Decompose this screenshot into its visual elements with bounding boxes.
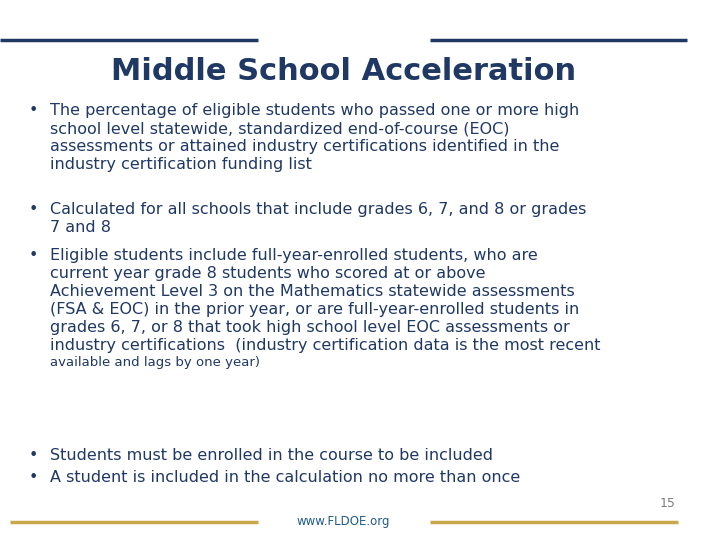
Text: assessments or attained industry certifications identified in the: assessments or attained industry certifi… (50, 139, 559, 154)
Text: current year grade 8 students who scored at or above: current year grade 8 students who scored… (50, 266, 485, 281)
Text: Achievement Level 3 on the Mathematics statewide assessments: Achievement Level 3 on the Mathematics s… (50, 284, 575, 299)
Text: •: • (29, 103, 38, 118)
Text: A student is included in the calculation no more than once: A student is included in the calculation… (50, 470, 520, 485)
Text: 15: 15 (660, 497, 676, 510)
Text: •: • (29, 248, 38, 263)
Text: Middle School Acceleration: Middle School Acceleration (111, 57, 576, 86)
Text: industry certification funding list: industry certification funding list (50, 157, 312, 172)
Text: •: • (29, 448, 38, 463)
Text: Eligible students include full-year-enrolled students, who are: Eligible students include full-year-enro… (50, 248, 537, 263)
Text: Students must be enrolled in the course to be included: Students must be enrolled in the course … (50, 448, 492, 463)
Text: (FSA & EOC) in the prior year, or are full-year-enrolled students in: (FSA & EOC) in the prior year, or are fu… (50, 302, 579, 317)
Text: school level statewide, standardized end-of-course (EOC): school level statewide, standardized end… (50, 121, 509, 136)
Text: available and lags by one year): available and lags by one year) (50, 356, 260, 369)
Text: •: • (29, 470, 38, 485)
Text: 7 and 8: 7 and 8 (50, 220, 111, 235)
Text: •: • (29, 202, 38, 217)
Text: grades 6, 7, or 8 that took high school level EOC assessments or: grades 6, 7, or 8 that took high school … (50, 320, 570, 335)
Text: The percentage of eligible students who passed one or more high: The percentage of eligible students who … (50, 103, 579, 118)
Text: industry certifications  (industry certification data is the most recent: industry certifications (industry certif… (50, 338, 600, 353)
Text: Calculated for all schools that include grades 6, 7, and 8 or grades: Calculated for all schools that include … (50, 202, 586, 217)
Text: www.FLDOE.org: www.FLDOE.org (297, 516, 390, 529)
